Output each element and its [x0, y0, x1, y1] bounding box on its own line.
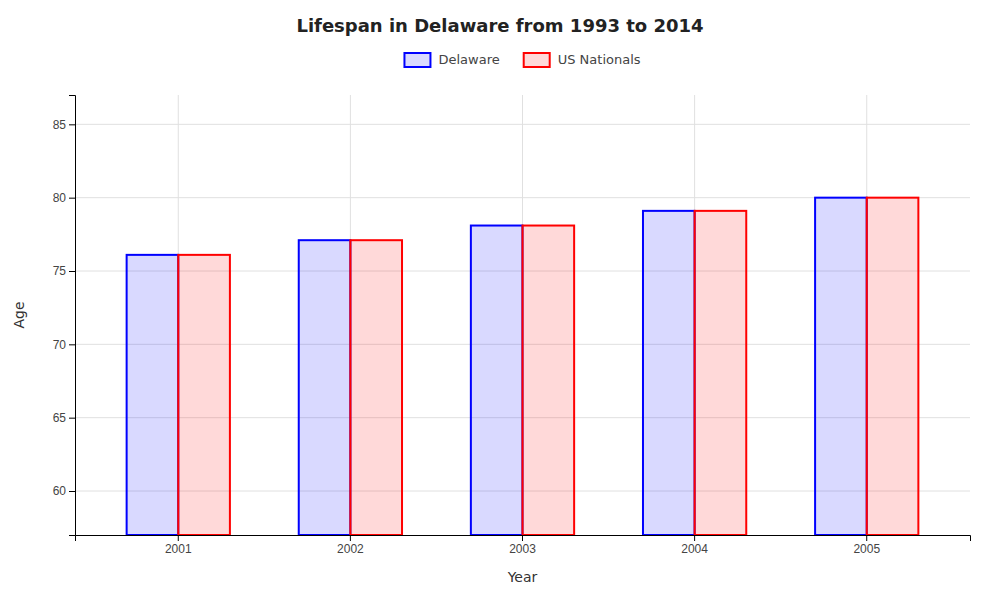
tick: 85	[53, 118, 75, 132]
bars	[127, 198, 919, 535]
tick: 80	[53, 191, 75, 205]
chart: 2001 2002 2003 2004 2005 60 65 70 75 80 85 Lifespan…	[0, 0, 1000, 600]
x-axis-title: Year	[507, 569, 538, 585]
y-axis-title: Age	[11, 301, 27, 328]
tick-label: 2004	[681, 542, 708, 556]
tick-mark	[69, 418, 75, 419]
tick-mark	[178, 535, 179, 541]
plot: 2001 2002 2003 2004 2005 60 65 70 75 80 85	[53, 95, 971, 556]
bar	[815, 198, 867, 535]
tick-label: 80	[53, 191, 67, 205]
legend-label: US Nationals	[558, 52, 641, 67]
tick-label: 85	[53, 118, 67, 132]
bar	[695, 211, 747, 535]
tick-mark	[69, 124, 75, 125]
tick-label: 2003	[509, 542, 536, 556]
x-axis: 2001 2002 2003 2004 2005	[76, 535, 971, 556]
tick-mark	[69, 271, 75, 272]
tick: 70	[53, 338, 75, 352]
legend-item: Delaware	[404, 52, 499, 67]
bar	[643, 211, 695, 535]
tick-mark	[522, 535, 523, 541]
bar	[523, 226, 575, 535]
tick-label: 65	[53, 411, 67, 425]
series	[178, 198, 918, 535]
axis-line	[76, 536, 971, 542]
legend-swatch	[524, 53, 550, 67]
bar	[867, 198, 919, 535]
tick: 60	[53, 484, 75, 498]
tick: 2005	[853, 535, 880, 556]
tick: 65	[53, 411, 75, 425]
tick-mark	[866, 535, 867, 541]
axis-line	[69, 96, 76, 536]
tick-label: 60	[53, 484, 67, 498]
y-axis: 60 65 70 75 80 85	[53, 96, 76, 536]
title: Lifespan in Delaware from 1993 to 2014	[296, 15, 703, 36]
series	[127, 198, 867, 535]
tick: 75	[53, 264, 75, 278]
bar	[350, 240, 402, 535]
tick-label: 2005	[853, 542, 880, 556]
grid	[75, 95, 970, 535]
tick-mark	[69, 198, 75, 199]
tick: 2001	[165, 535, 192, 556]
tick-mark	[694, 535, 695, 541]
tick-label: 75	[53, 264, 67, 278]
tick-mark	[69, 491, 75, 492]
tick-mark	[350, 535, 351, 541]
tick: 2004	[681, 535, 708, 556]
tick: 2003	[509, 535, 536, 556]
legend-swatch	[404, 53, 430, 67]
bar	[127, 255, 179, 535]
bar	[471, 226, 523, 535]
legend: Delaware US Nationals	[404, 52, 640, 67]
tick-mark	[69, 344, 75, 345]
legend-item: US Nationals	[524, 52, 641, 67]
tick: 2002	[337, 535, 364, 556]
bar	[299, 240, 351, 535]
bar	[178, 255, 230, 535]
tick-label: 2002	[337, 542, 364, 556]
tick-label: 70	[53, 338, 67, 352]
legend-label: Delaware	[438, 52, 499, 67]
tick-label: 2001	[165, 542, 192, 556]
